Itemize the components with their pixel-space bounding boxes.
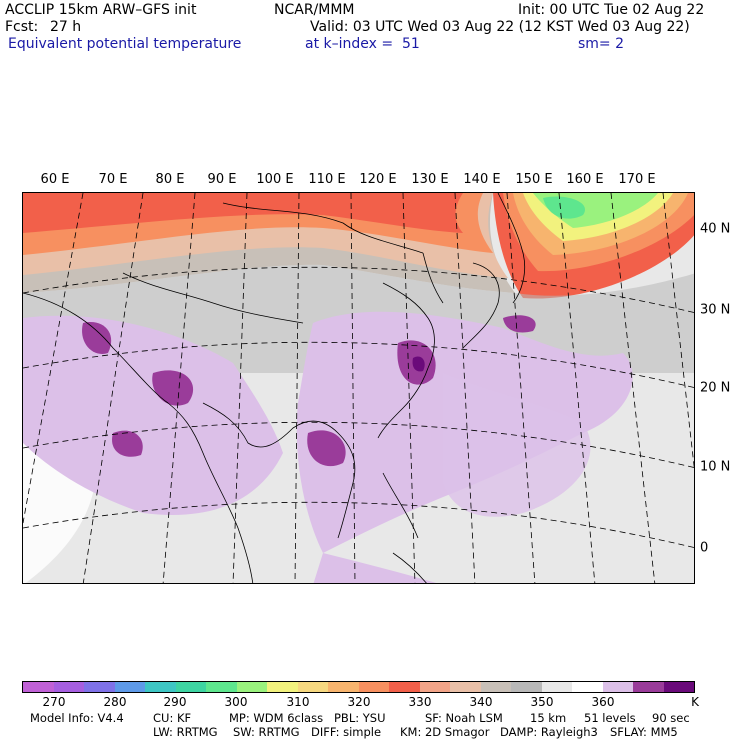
colorbar-swatch: [206, 682, 237, 692]
lon-label: 140 E: [463, 172, 501, 187]
colorbar-tick: 300: [224, 695, 248, 709]
lat-label: 40 N: [700, 221, 731, 237]
colorbar-swatch: [175, 682, 206, 692]
lon-label: 110 E: [308, 172, 346, 187]
colorbar-swatch: [480, 682, 511, 692]
colorbar-swatch: [84, 682, 115, 692]
lon-label: 70 E: [98, 172, 128, 187]
colorbar-tick: 330: [408, 695, 432, 709]
model-title: ACCLIP 15km ARW–GFS init: [5, 2, 197, 18]
colorbar-swatch: [602, 682, 633, 692]
sw-scheme: SW: RRTMG: [233, 725, 300, 739]
levels: 51 levels: [584, 711, 636, 725]
lat-label: 20 N: [700, 380, 731, 396]
cu-scheme: CU: KF: [153, 711, 192, 725]
colorbar-swatch: [358, 682, 389, 692]
lon-label: 60 E: [40, 172, 70, 187]
lat-label: 10 N: [700, 459, 731, 475]
timestep: 90 sec: [652, 711, 690, 725]
colorbar-swatch: [236, 682, 267, 692]
forecast-hour: 27 h: [50, 19, 82, 35]
map-panel: [22, 192, 695, 584]
colorbar-swatch: [633, 682, 664, 692]
field-name: Equivalent potential temperature: [8, 36, 242, 52]
colorbar-swatch: [663, 682, 694, 692]
lon-label: 120 E: [359, 172, 397, 187]
pbl-scheme: PBL: YSU: [334, 711, 386, 725]
lon-label: 90 E: [207, 172, 237, 187]
km-scheme: KM: 2D Smagor: [400, 725, 490, 739]
colorbar-swatch: [511, 682, 542, 692]
colorbar-swatch: [328, 682, 359, 692]
colorbar-tick: 290: [163, 695, 187, 709]
colorbar-unit: K: [691, 695, 699, 709]
colorbar-tick: 280: [103, 695, 127, 709]
lon-label: 170 E: [618, 172, 656, 187]
valid-time: Valid: 03 UTC Wed 03 Aug 22 (12 KST Wed …: [310, 19, 690, 35]
colorbar-swatch: [450, 682, 481, 692]
map-field: [23, 193, 694, 583]
colorbar-swatch: [53, 682, 84, 692]
vertical-level: at k–index = 51: [305, 36, 420, 52]
colorbar-tick: 310: [286, 695, 310, 709]
diff-scheme: DIFF: simple: [311, 725, 382, 739]
center-name: NCAR/MMM: [274, 2, 355, 18]
sf-scheme: SF: Noah LSM: [425, 711, 503, 725]
colorbar-swatch: [23, 682, 54, 692]
colorbar-swatch: [145, 682, 176, 692]
colorbar-tick: 350: [530, 695, 554, 709]
resolution: 15 km: [530, 711, 567, 725]
lon-label: 80 E: [155, 172, 185, 187]
lon-label: 150 E: [515, 172, 553, 187]
colorbar-tick: 320: [347, 695, 371, 709]
forecast-label: Fcst:: [5, 19, 39, 35]
colorbar-swatch: [297, 682, 328, 692]
colorbar-swatch: [114, 682, 145, 692]
lw-scheme: LW: RRTMG: [153, 725, 218, 739]
colorbar-tick: 340: [469, 695, 493, 709]
lon-label: 130 E: [411, 172, 449, 187]
colorbar-swatch: [541, 682, 572, 692]
sflay-scheme: SFLAY: MM5: [610, 725, 678, 739]
mp-scheme: MP: WDM 6class: [229, 711, 324, 725]
init-time: Init: 00 UTC Tue 02 Aug 22: [518, 2, 705, 18]
lat-label: 0: [700, 540, 709, 556]
colorbar-swatch: [419, 682, 450, 692]
colorbar: [22, 681, 695, 693]
lon-label: 100 E: [256, 172, 294, 187]
colorbar-swatch: [389, 682, 420, 692]
colorbar-tick: 270: [42, 695, 66, 709]
damp-scheme: DAMP: Rayleigh3: [500, 725, 598, 739]
colorbar-tick: 360: [591, 695, 615, 709]
colorbar-swatch: [267, 682, 298, 692]
lon-label: 160 E: [566, 172, 604, 187]
model-info: Model Info: V4.4: [30, 711, 124, 725]
lat-label: 30 N: [700, 302, 731, 318]
smoothing: sm= 2: [578, 36, 625, 52]
colorbar-swatch: [572, 682, 603, 692]
